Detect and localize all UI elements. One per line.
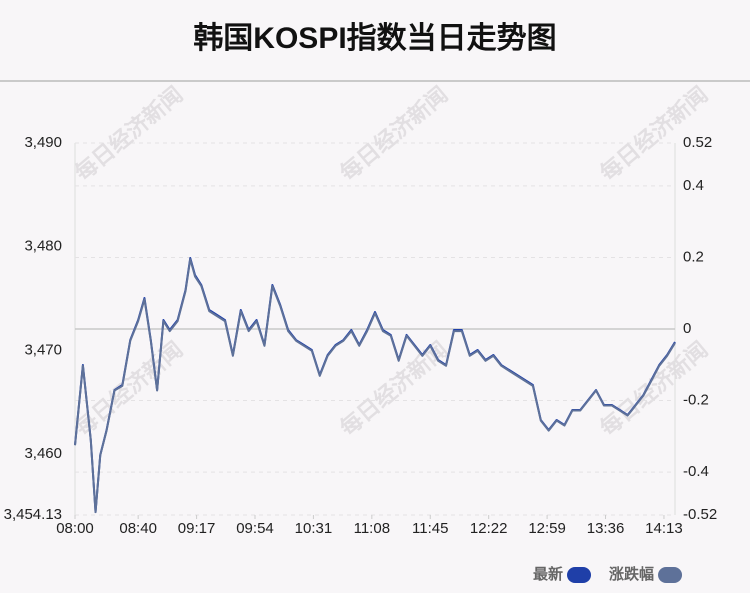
- x-tick-label: 11:08: [354, 520, 390, 537]
- y2-tick-label: 0.2: [683, 248, 704, 265]
- x-tick-label: 12:59: [528, 520, 566, 537]
- y-tick-label: 3,470: [24, 341, 62, 358]
- legend-label: 最新: [533, 565, 563, 583]
- y-tick-label: 3,480: [24, 238, 62, 255]
- y2-tick-label: -0.4: [683, 463, 709, 480]
- line-series: [74, 258, 676, 514]
- x-tick-label: 08:00: [56, 520, 94, 537]
- x-tick-label: 09:17: [178, 520, 216, 537]
- legend-swatch: [567, 567, 592, 583]
- x-tick-label: 14:13: [645, 520, 683, 537]
- chart-title: 韩国KOSPI指数当日走势图: [193, 22, 556, 55]
- legend-label: 涨跌幅: [609, 565, 654, 583]
- y2-tick-label: 0.4: [683, 177, 704, 194]
- y-tick-label: 3,454.13: [4, 506, 62, 523]
- x-tick-label: 10:31: [295, 520, 333, 537]
- x-tick-label: 12:22: [470, 520, 508, 537]
- x-tick-label: 08:40: [119, 520, 157, 537]
- x-tick-label: 09:54: [236, 520, 274, 537]
- x-tick-label: 11:45: [412, 520, 448, 537]
- y2-tick-label: 0: [683, 320, 691, 337]
- y-tick-label: 3,490: [24, 134, 62, 151]
- y-tick-label: 3,460: [24, 445, 62, 462]
- x-tick-label: 13:36: [587, 520, 625, 537]
- y2-tick-label: 0.52: [683, 134, 712, 151]
- y2-tick-label: -0.52: [683, 506, 717, 523]
- y2-tick-label: -0.2: [683, 392, 709, 409]
- legend-swatch: [658, 567, 683, 583]
